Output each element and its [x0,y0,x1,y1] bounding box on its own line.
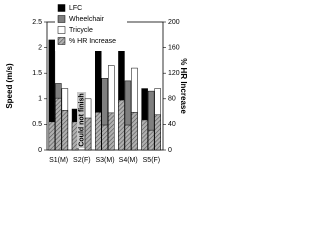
y-tick-label: 1 [38,96,42,103]
x-tick-label: S2(F) [73,157,91,164]
hr-bar [141,119,148,151]
hr-bar [154,114,161,151]
y-axis-title: Speed (m/s) [5,63,14,109]
legend-label: Tricycle [69,27,93,34]
legend-swatch [57,37,66,45]
legend-label: LFC [69,5,82,12]
y2-axis-title: % HR Increase [179,58,188,114]
hr-bar [124,124,132,151]
y2-tick-label: 80 [168,96,176,103]
chart: Speed (m/s) % HR Increase 0 0.5 1 1.5 2 2.5 0 4… [5,3,188,164]
hr-bar [84,117,92,151]
hr-bar [108,112,115,151]
annotation: Could not finish [78,93,85,146]
x-tick-label: S5(F) [143,157,161,164]
y-tick-label: 0.5 [32,121,42,128]
y2-tick-label: 120 [168,70,180,77]
legend-swatch [57,15,66,23]
hr-bar [131,111,138,151]
hr-bar [95,111,102,151]
legend-box [55,3,127,51]
y2-tick-label: 40 [168,121,176,128]
hr-bar [118,99,125,151]
y-tick-label: 0 [38,147,42,154]
x-tick-label: S3(M) [95,157,114,164]
annotation-box [77,92,87,148]
hr-bar [48,121,56,151]
y-tick-label: 2 [38,44,42,51]
hr-bar [101,124,108,151]
x-tick-label: S4(M) [119,157,138,164]
y-tick-label: 1.5 [32,70,42,77]
hr-bar [55,97,62,151]
legend-label: Wheelchair [69,16,105,23]
y2-tick-label: 200 [168,19,180,26]
hr-bar [61,110,69,151]
legend-swatch [57,26,66,34]
x-tick-label: S1(M) [49,157,68,164]
y2-tick-label: 160 [168,44,180,51]
y2-tick-label: 0 [168,147,172,154]
y-tick-label: 2.5 [32,19,42,26]
hr-bar [147,129,155,151]
legend-label: % HR Increase [69,38,116,45]
legend-swatch [57,4,66,12]
